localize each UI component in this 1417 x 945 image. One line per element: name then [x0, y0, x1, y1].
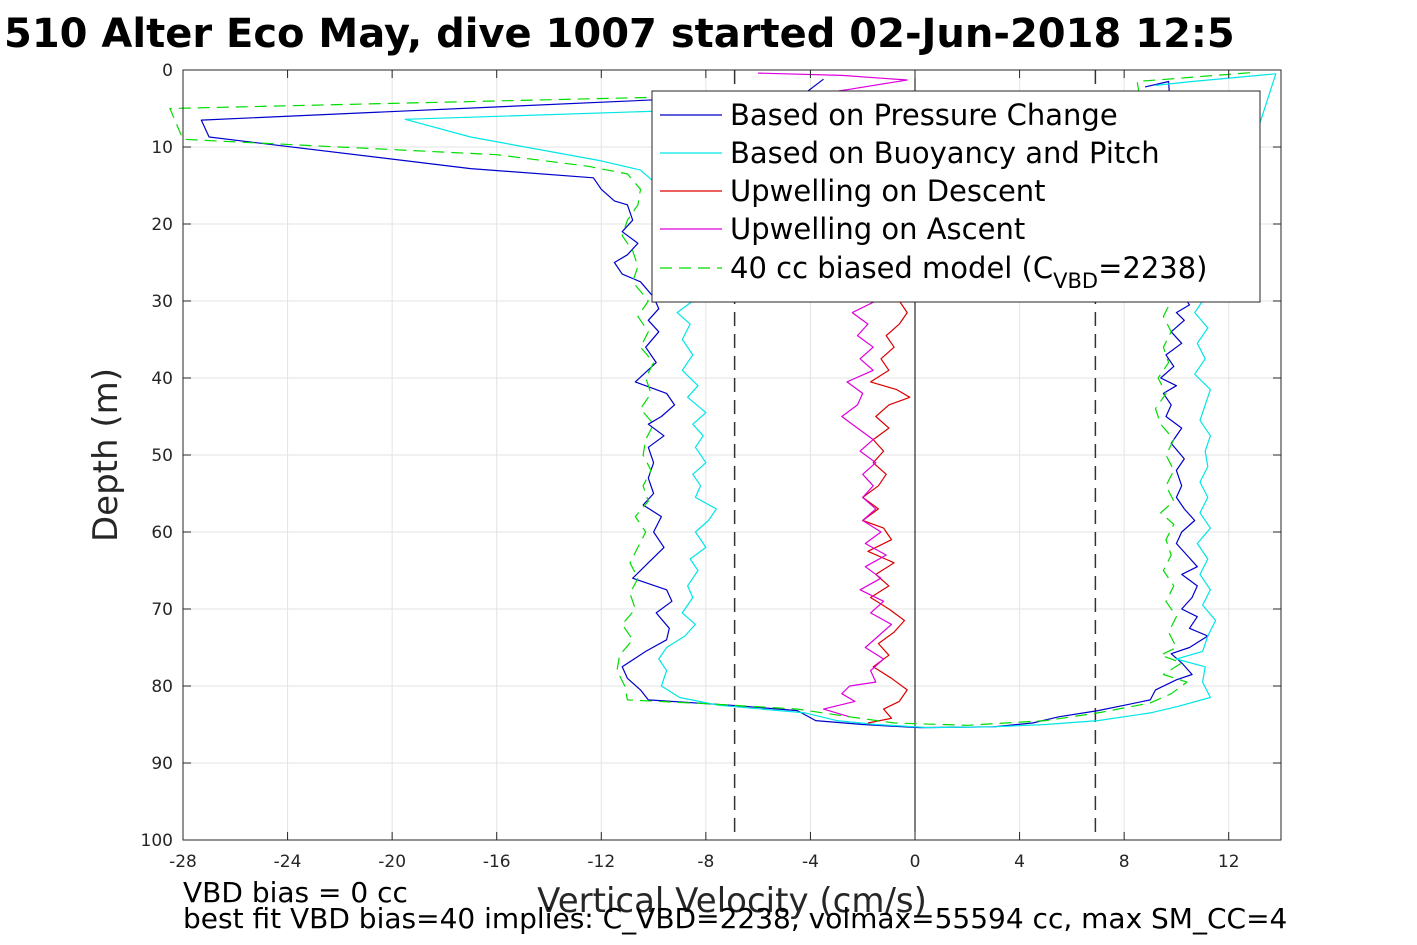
y-tick-label: 30 [151, 292, 173, 312]
legend-box [651, 90, 1261, 303]
y-tick-label: 20 [151, 215, 173, 235]
y-tick-label: 40 [151, 369, 173, 389]
y-ticks: 0 10 20 30 40 50 60 70 80 90 100 [141, 61, 1281, 851]
y-tick-label: 10 [151, 138, 173, 158]
y-tick-label: 60 [151, 523, 173, 543]
x-tick-label: -4 [802, 852, 819, 872]
x-tick-label: -8 [697, 852, 714, 872]
annotation-best-fit: best fit VBD bias=40 implies: C_VBD=2238… [183, 902, 1287, 935]
legend-label-3: Upwelling on Descent [730, 174, 1046, 208]
y-tick-label: 0 [162, 61, 173, 81]
y-axis-label: Depth (m) [86, 368, 126, 542]
y-tick-label: 50 [151, 446, 173, 466]
x-tick-label: 12 [1218, 852, 1240, 872]
x-axis-label: Vertical Velocity (cm/s) [537, 881, 927, 921]
x-ticks: -28 -24 -20 -16 -12 -8 -4 0 4 8 12 [169, 70, 1240, 872]
y-tick-label: 70 [151, 600, 173, 620]
series-line-4 [758, 72, 908, 718]
y-tick-label: 100 [141, 831, 173, 851]
chart-title: 510 Alter Eco May, dive 1007 started 02-… [4, 11, 1235, 57]
y-tick-label: 80 [151, 677, 173, 697]
series-line-2 [404, 73, 1277, 729]
annotation-vbd-bias: VBD bias = 0 cc [183, 876, 408, 909]
legend-label-4: Upwelling on Ascent [730, 212, 1025, 246]
x-tick-label: -12 [587, 852, 615, 872]
x-tick-label: -24 [274, 852, 302, 872]
x-tick-label: 8 [1119, 852, 1130, 872]
legend-label-5: 40 cc biased model (CVBD=2238) [730, 251, 1208, 293]
series-line-5 [169, 71, 1255, 726]
series-layer [169, 71, 1277, 729]
legend-label-1: Based on Pressure Change [730, 98, 1118, 132]
x-tick-label: -28 [169, 852, 197, 872]
legend: Based on Pressure Change Based on Buoyanc… [651, 90, 1261, 303]
x-tick-label: -16 [483, 852, 511, 872]
x-tick-label: 4 [1014, 852, 1025, 872]
legend-label-2: Based on Buoyancy and Pitch [730, 136, 1160, 170]
x-tick-label: 0 [910, 852, 921, 872]
series-line-1 [200, 78, 1209, 729]
x-tick-label: -20 [378, 852, 406, 872]
y-tick-label: 90 [151, 754, 173, 774]
